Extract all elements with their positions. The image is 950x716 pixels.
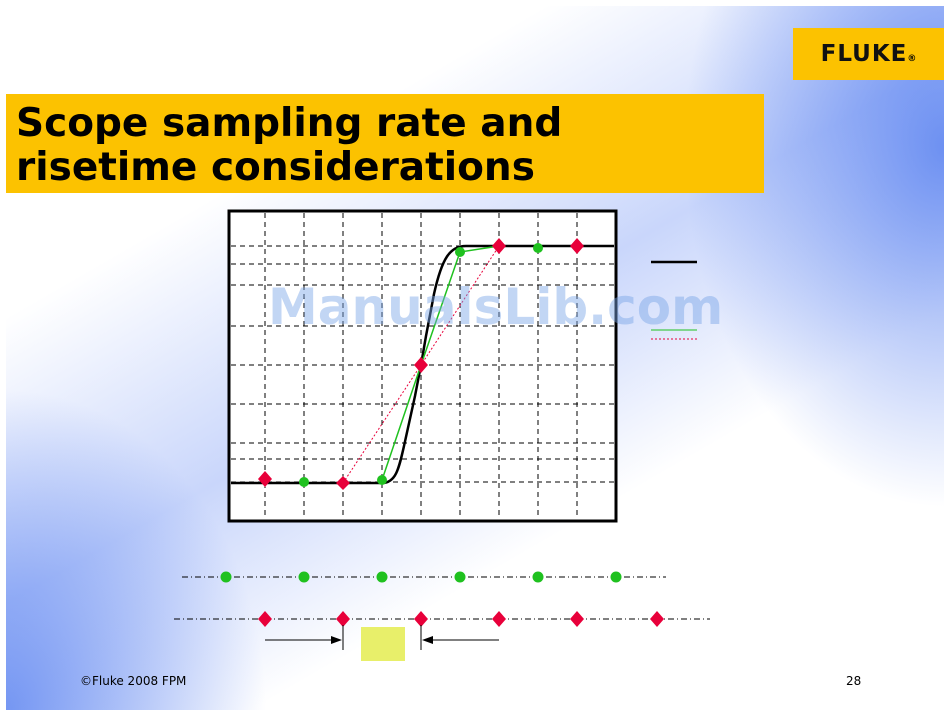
slow-sample-point [414,357,428,373]
slide-title: Scope sampling rate and risetime conside… [16,101,563,190]
slow-sample-point [336,476,350,490]
fluke-logo: FLUKE ® [793,28,944,80]
slow-timeline-point [492,611,506,627]
fast-sample-point [455,247,465,257]
fast-timeline-point [298,571,310,583]
fast-sample-point [299,477,309,487]
sample-interval-indicator [265,625,499,661]
fast-sample-point [533,243,543,253]
legend [651,260,697,340]
slow-samples [258,238,584,490]
slow-timeline-point [650,611,664,627]
slow-sample-point [570,238,584,254]
logo-text: FLUKE [820,41,908,67]
slow-sample-point [258,471,272,487]
interval-box [361,627,405,661]
risetime-diagram [174,209,710,661]
registered-mark: ® [907,54,917,64]
slow-timeline-samples [258,611,664,627]
watermark: ManualsLib.com [268,278,724,336]
fast-timeline-samples [220,571,622,583]
fast-samples [299,243,543,487]
fast-timeline-point [532,571,544,583]
fast-sample-point [377,475,387,485]
slow-timeline-point [414,611,428,627]
fast-timeline-point [454,571,466,583]
scope-grid-vertical [264,213,578,519]
fast-timeline-point [610,571,622,583]
fast-timeline-point [220,571,232,583]
fast-sample-trace [381,245,500,481]
slow-timeline-point [336,611,350,627]
page-number: 28 [846,674,862,688]
title-banner: Scope sampling rate and risetime conside… [6,94,764,193]
slow-sample-point [492,238,506,254]
slow-timeline-point [570,611,584,627]
slow-timeline-point [258,611,272,627]
signal-trace [231,244,614,485]
slide: FLUKE ® Scope sampling rate and risetime … [6,6,944,710]
fast-timeline-point [376,571,388,583]
footer-copyright: ©Fluke 2008 FPM [80,674,187,688]
